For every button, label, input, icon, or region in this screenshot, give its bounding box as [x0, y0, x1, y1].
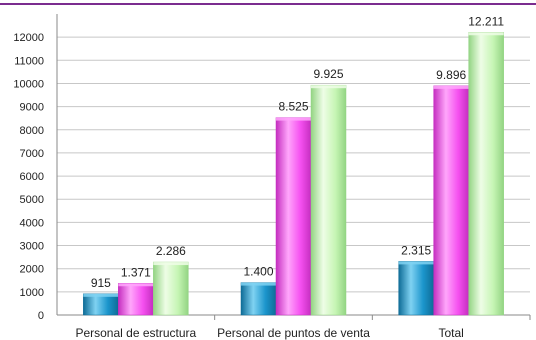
bar	[468, 32, 504, 316]
bar-cap	[311, 85, 346, 89]
data-label: 2.315	[401, 243, 431, 257]
bar-cap	[83, 293, 119, 297]
top-rule	[0, 3, 536, 5]
y-tick-label: 12000	[13, 32, 44, 44]
y-tick-label: 10000	[13, 78, 44, 90]
bar	[310, 84, 347, 316]
bar-cap	[118, 283, 154, 287]
y-tick-label: 11000	[14, 55, 44, 67]
bar	[83, 293, 119, 316]
data-label: 8.525	[278, 100, 308, 114]
data-label: 9.896	[436, 68, 466, 82]
bar	[240, 282, 277, 316]
y-tick-label: 3000	[20, 241, 44, 253]
data-label: 1.371	[121, 265, 151, 279]
bar	[153, 261, 189, 316]
bar-cap	[398, 261, 434, 265]
x-tick-label: Total	[438, 326, 463, 340]
y-tick-label: 4000	[20, 217, 44, 229]
data-label: 915	[91, 276, 111, 290]
bar	[118, 283, 154, 316]
bar	[433, 85, 469, 316]
bar	[398, 261, 434, 316]
y-tick-label: 8000	[20, 125, 44, 137]
data-label: 2.286	[156, 244, 186, 258]
y-tick-label: 9000	[20, 102, 44, 114]
data-label: 1.400	[243, 265, 273, 279]
y-tick-label: 6000	[20, 171, 44, 183]
bar-cap	[468, 32, 504, 36]
bar-cap	[153, 262, 189, 266]
y-tick-label: 1000	[20, 287, 44, 299]
bar	[275, 117, 312, 316]
y-tick-label: 2000	[20, 264, 44, 276]
x-tick-label: Personal de estructura	[75, 326, 196, 340]
bar-cap	[433, 85, 469, 89]
y-tick-label: 0	[38, 310, 44, 322]
bar-cap	[241, 282, 276, 286]
data-label: 12.211	[468, 14, 504, 28]
y-tick-label: 5000	[20, 194, 44, 206]
bar-cap	[276, 117, 311, 121]
x-tick-label: Personal de puntos de venta	[217, 326, 370, 340]
data-label: 9.925	[313, 67, 343, 81]
y-tick-label: 7000	[20, 148, 44, 160]
